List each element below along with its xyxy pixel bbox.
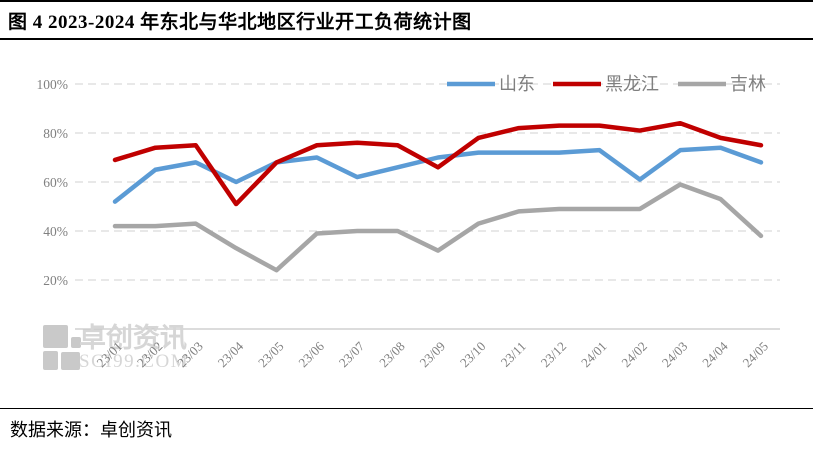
legend-label: 山东 [499,74,535,94]
series-line-1 [112,120,764,207]
y-axis-tick-label: 80% [43,126,68,141]
series-line-2 [112,182,764,273]
x-axis-tick-label: 24/01 [578,339,610,371]
series-line-0 [112,145,764,204]
watermark-logo-icon [43,325,68,348]
x-axis-tick-label: 23/09 [417,339,449,371]
y-axis-tick-label: 40% [43,224,68,239]
x-axis-tick-label: 24/03 [659,339,691,371]
x-axis-tick-label: 23/04 [215,338,247,370]
watermark-logo-icon [61,352,80,370]
legend-label: 黑龙江 [605,74,659,94]
page-title: 图 4 2023-2024 年东北与华北地区行业开工负荷统计图 [0,0,813,40]
x-axis-tick-label: 24/05 [740,339,772,371]
x-axis-tick-label: 24/02 [618,339,650,371]
y-axis-tick-label: 60% [43,175,68,190]
legend-item: 山东 [447,74,535,94]
y-axis-tick-label: 20% [43,273,68,288]
watermark-subtext: SCI99.COM [79,351,189,372]
watermark-text: 卓创资讯 [79,323,187,353]
watermark-logo-icon [71,337,81,348]
x-axis-tick-label: 23/10 [457,339,489,371]
x-axis-tick-label: 23/08 [376,339,408,371]
x-axis-tick-label: 23/11 [498,339,529,370]
watermark-logo-icon [43,351,58,370]
x-axis-tick-label: 24/04 [699,338,731,370]
legend-item: 吉林 [678,74,766,94]
x-axis-tick-label: 23/05 [255,339,287,371]
data-source-label: 数据来源：卓创资讯 [0,408,813,442]
y-axis-tick-label: 100% [37,77,69,92]
legend-label: 吉林 [730,74,766,94]
x-axis-tick-label: 23/12 [538,339,570,371]
x-axis-tick-label: 23/07 [336,338,368,370]
legend-item: 黑龙江 [553,74,659,94]
x-axis-tick-label: 23/06 [295,338,327,370]
